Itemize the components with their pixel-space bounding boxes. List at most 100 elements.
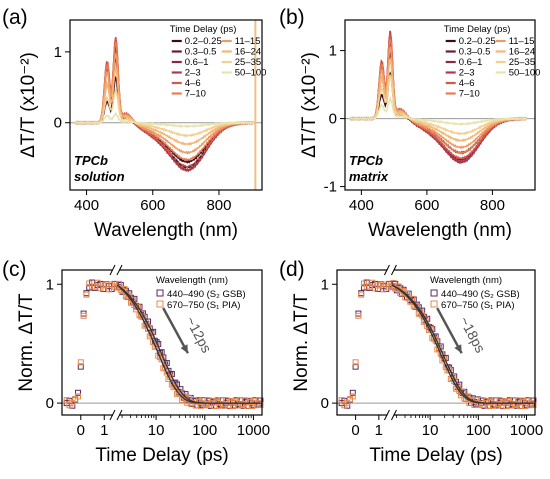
- legend-entry: 0.2–0.25: [459, 36, 496, 47]
- legend-entry: 25–35: [235, 57, 261, 68]
- axis-break-mark: [391, 264, 397, 276]
- plot-frame: [69, 19, 263, 191]
- plot-frame: [61, 269, 263, 416]
- legend-entry: 440–490 (S₂ GSB): [441, 289, 520, 300]
- data-point: [257, 401, 264, 408]
- data-point: [77, 359, 84, 366]
- series-line-10: [349, 96, 528, 127]
- fit-line: [391, 284, 534, 404]
- axis-break-gap: [113, 265, 119, 275]
- x-tick-label: 800: [206, 197, 231, 214]
- legend-entry: 2–3: [459, 68, 475, 79]
- x-axis-label: Wavelength (nm): [368, 220, 512, 241]
- x-tick-label: 10: [148, 422, 165, 439]
- legend-marker: [156, 289, 164, 297]
- x-tick-label: 400: [349, 197, 374, 214]
- axis-break-mark: [391, 409, 397, 421]
- x-tick-label: 10: [422, 422, 439, 439]
- x-tick-label: 600: [414, 197, 439, 214]
- x-tick-label: 100: [466, 422, 491, 439]
- data-point: [170, 384, 177, 391]
- data-point: [355, 312, 362, 319]
- legend-entry: 7–10: [459, 89, 480, 100]
- legend-marker: [156, 300, 164, 308]
- y-axis-label: Norm. ΔT/T: [16, 293, 37, 392]
- fit-line: [116, 284, 261, 404]
- axis-break-mark: [109, 264, 116, 276]
- legend-entry: 4–6: [459, 78, 475, 89]
- y-tick-label: -1: [324, 179, 337, 196]
- legend-entry: 7–10: [185, 89, 206, 100]
- legend-marker: [430, 289, 438, 297]
- legend-title: Wavelength (nm): [156, 275, 228, 286]
- axis-break-mark: [116, 409, 123, 421]
- legend-title: Wavelength (nm): [430, 275, 502, 286]
- sample-annotation-line2: matrix: [349, 169, 389, 184]
- sample-annotation-line2: solution: [74, 169, 125, 184]
- data-point: [124, 291, 131, 298]
- series-line-10: [74, 111, 255, 129]
- y-tick-label: 1: [321, 276, 329, 293]
- panel-label: (b): [279, 6, 305, 29]
- decay-arrow-head: [454, 344, 462, 354]
- legend-entry: 50–100: [509, 68, 541, 79]
- legend-entry: 16–24: [509, 47, 535, 58]
- decay-arrow-shaft: [162, 307, 189, 354]
- legend-title: Time Delay (ps): [170, 24, 237, 35]
- series-line-8: [74, 67, 255, 146]
- data-point: [349, 393, 356, 400]
- legend-marker: [430, 300, 438, 308]
- panel-a: 400 600 800 0 1 Wavelength (nm) ΔT/T (x10⁻²) TP…: [2, 6, 266, 241]
- legend-entry: 440–490 (S₂ GSB): [167, 289, 246, 300]
- legend-entry: 670–750 (S₁ PIA): [441, 300, 514, 311]
- legend-entry: 2–3: [185, 68, 201, 79]
- panel-label: (a): [2, 6, 28, 29]
- data-point: [358, 291, 365, 298]
- legend-entry: 16–24: [235, 47, 261, 58]
- legend-entry: 0.6–1: [459, 57, 483, 68]
- data-point: [352, 363, 359, 370]
- series-line-5: [74, 36, 255, 169]
- axis-break-gap: [387, 265, 394, 275]
- x-tick-label: 100: [192, 422, 217, 439]
- axis-break-mark: [116, 264, 123, 276]
- legend-entry: 11–15: [509, 36, 535, 47]
- data-point: [77, 363, 84, 370]
- legend-entry: 0.6–1: [185, 57, 209, 68]
- sample-annotation-line1: TPCb: [349, 153, 383, 168]
- panel-label: (c): [2, 258, 27, 281]
- data-point: [83, 290, 90, 297]
- decay-arrow-head: [180, 344, 188, 354]
- y-axis-label: ΔT/T (x10⁻²): [299, 52, 320, 158]
- x-axis-label: Time Delay (ps): [369, 445, 502, 466]
- axis-break-gap: [113, 410, 119, 420]
- decay-arrow-shaft: [436, 307, 463, 354]
- legend-entry: 50–100: [235, 68, 267, 79]
- data-point: [349, 389, 356, 396]
- y-tick-label: 0: [329, 111, 337, 128]
- data-point: [369, 279, 376, 286]
- sample-annotation-line1: TPCb: [74, 153, 108, 168]
- x-axis-label: Wavelength (nm): [94, 220, 238, 241]
- data-point: [358, 290, 365, 297]
- y-tick-label: 0: [54, 115, 62, 132]
- data-point: [352, 359, 359, 366]
- axis-break-mark: [109, 409, 116, 421]
- fit-line: [172, 148, 207, 169]
- legend-entry: 670–750 (S₁ PIA): [167, 300, 240, 311]
- x-tick-label: 400: [74, 197, 99, 214]
- series-line-9: [74, 89, 255, 138]
- legend-entry: 11–15: [235, 36, 261, 47]
- y-axis-label: ΔT/T (x10⁻²): [18, 52, 39, 158]
- y-axis-label: Norm. ΔT/T: [291, 293, 312, 392]
- x-tick-label: 800: [480, 197, 505, 214]
- x-tick-label: 1000: [237, 422, 270, 439]
- plot-frame: [344, 19, 536, 191]
- axis-break-mark: [384, 409, 390, 421]
- series-line-3: [349, 39, 527, 165]
- x-tick-label: 1000: [510, 422, 543, 439]
- x-axis-label: Time Delay (ps): [95, 445, 228, 466]
- axis-break-gap: [387, 410, 394, 420]
